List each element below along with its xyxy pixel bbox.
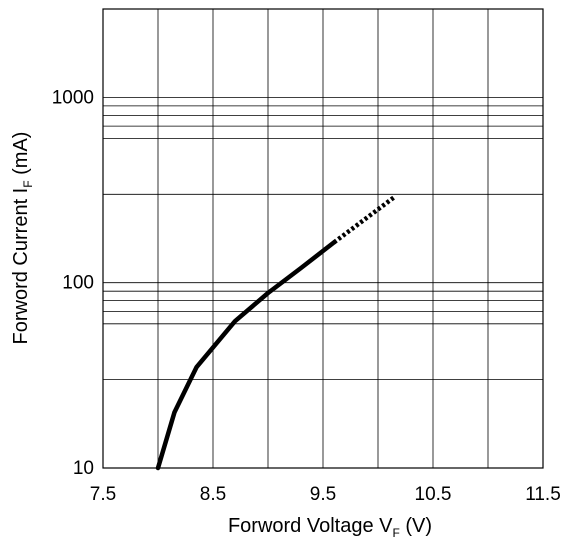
y-axis-label-subscript: F: [21, 180, 35, 187]
x-tick-label: 7.5: [90, 484, 116, 505]
y-tick-labels: 10 100 1000: [52, 87, 94, 479]
x-tick-label: 9.5: [310, 484, 336, 505]
y-axis-label: Forword Current IF (mA): [10, 132, 35, 345]
x-tick-labels: 7.5 8.5 9.5 10.5 11.5: [90, 484, 561, 505]
iv-curve: [155, 195, 396, 471]
curve-solid-segment: [155, 240, 337, 471]
curve-dashed-segment: [332, 195, 396, 245]
plot-frame: [102, 8, 544, 469]
y-tick-label: 100: [62, 273, 94, 294]
y-tick-label: 1000: [52, 87, 94, 108]
y-axis-label-unit: (mA): [10, 132, 32, 181]
grid: [103, 9, 543, 468]
y-tick-label: 10: [73, 458, 94, 479]
x-axis-label-subscript: F: [392, 526, 399, 540]
x-tick-label: 11.5: [525, 484, 561, 505]
x-axis-label-main: Forword Voltage V: [228, 515, 393, 537]
x-axis-label: Forword Voltage VF (V): [228, 515, 432, 540]
x-tick-label: 10.5: [415, 484, 452, 505]
y-axis-label-main: Forword Current I: [10, 188, 32, 345]
x-axis-label-unit: (V): [400, 515, 432, 537]
x-tick-label: 8.5: [200, 484, 226, 505]
